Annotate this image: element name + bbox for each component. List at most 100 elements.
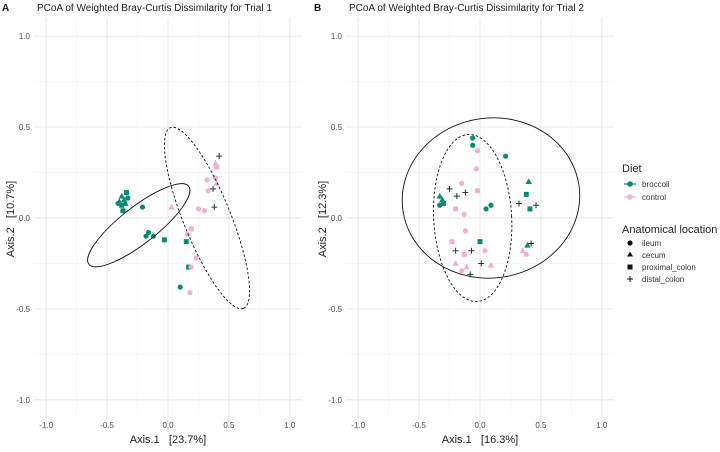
panel-label-b: B xyxy=(314,3,321,14)
chart-2-point-control-circle xyxy=(473,166,479,172)
chart-2-point-control-circle xyxy=(474,148,481,154)
chart-2-plot: -1.0 -0.5 0.0 0.5 1.0 -1.0 -0.5 0.0 0.5 1.0 xyxy=(328,18,614,430)
chart-1-ellipse-broccoli xyxy=(87,183,191,268)
chart-2-point-control-triangle xyxy=(519,247,526,254)
chart-1-point-control-circle xyxy=(204,177,210,183)
chart-2-point-control-square xyxy=(475,188,481,194)
legend-diet-control: control xyxy=(642,193,666,202)
chart-1-point-broccoli-circle xyxy=(125,195,131,201)
chart-1-ylabel: Axis.2 [10.7%] xyxy=(5,181,17,257)
chart-2-xtick-label: 0.5 xyxy=(535,421,547,430)
chart-1-point-control-circle xyxy=(187,289,193,296)
legend-shape-triangle xyxy=(627,251,633,257)
legend-location-cecum: cecum xyxy=(642,251,666,260)
chart-2-point-control-circle xyxy=(459,180,465,187)
chart-2-point-broccoli-triangle xyxy=(524,241,531,248)
chart-1-xtick-label: -1.0 xyxy=(39,421,53,430)
legend-location-distal-colon: distal_colon xyxy=(642,275,684,284)
legend-swatch-control-dot xyxy=(627,194,633,200)
chart-1-point-control-triangle xyxy=(212,160,219,166)
chart-1-point-broccoli-circle xyxy=(143,233,149,239)
chart-1-point-broccoli-square xyxy=(124,190,130,196)
chart-1-point-control-square xyxy=(214,164,220,170)
chart-2-point-broccoli-plus xyxy=(533,202,540,209)
chart-2-point-broccoli-plus xyxy=(515,200,522,207)
chart-1-point-broccoli-triangle xyxy=(118,192,125,199)
chart-1-point-control-circle xyxy=(205,188,211,194)
chart-1-point-control-circle xyxy=(184,231,191,237)
chart-1-point-broccoli-square xyxy=(183,239,189,245)
chart-2-point-control-circle xyxy=(523,251,529,257)
legend-shape-square xyxy=(627,264,633,270)
legend-diet-title: Diet xyxy=(622,163,642,175)
chart-1-point-broccoli-circle xyxy=(115,200,121,207)
legend-diet-broccoli: broccoli xyxy=(642,180,670,189)
chart-1-ytick-label: 1.0 xyxy=(19,32,31,41)
chart-2-point-control-circle xyxy=(461,211,467,217)
chart-2-ytick-label: 1.0 xyxy=(331,32,343,41)
chart-2-point-broccoli-circle xyxy=(470,135,476,141)
chart-2-point-broccoli-plus xyxy=(446,185,453,192)
chart-2-point-broccoli-plus xyxy=(453,193,460,200)
legend-shape-plus xyxy=(627,276,633,282)
chart-2-ellipse-broccoli xyxy=(401,117,581,279)
chart-2-point-broccoli-circle xyxy=(437,202,443,208)
chart-1-point-control-plus xyxy=(211,204,218,211)
chart-1-point-broccoli-circle xyxy=(139,204,146,210)
chart-2-point-broccoli-circle xyxy=(488,202,494,208)
chart-2-point-control-triangle xyxy=(487,261,495,268)
chart-2-xlabel: Axis.1 [16.3%] xyxy=(442,434,518,446)
chart-2-point-broccoli-plus xyxy=(528,240,535,247)
chart-2-point-broccoli-square xyxy=(527,206,533,212)
chart-1-ytick-label: 0.5 xyxy=(19,123,31,132)
chart-2-point-broccoli-circle xyxy=(483,206,489,212)
chart-2-point-control-triangle xyxy=(452,260,459,266)
chart-2-point-broccoli-square xyxy=(477,239,483,245)
chart-1-ytick-label: -1.0 xyxy=(16,396,30,405)
chart-1-point-broccoli-circle xyxy=(177,284,183,290)
panel-label-a: A xyxy=(2,3,9,14)
chart-1-xtick-label: 1.0 xyxy=(284,421,296,430)
chart-2-point-control-plus xyxy=(452,247,459,254)
chart-1-xtick-label: 0.5 xyxy=(223,421,235,430)
chart-2-point-control-square xyxy=(449,239,455,245)
chart-1-ytick-label: 0.0 xyxy=(19,214,31,223)
chart-2-ellipse-control xyxy=(433,134,513,302)
chart-1-point-control-plus xyxy=(216,153,223,160)
chart-1-point-control-circle xyxy=(195,206,202,212)
chart-2-xtick-label: -1.0 xyxy=(351,421,365,430)
chart-2-point-broccoli-square xyxy=(523,191,529,197)
legend-location-title: Anatomical location xyxy=(622,224,717,236)
chart-2-title: PCoA of Weighted Bray-Curtis Dissimilari… xyxy=(349,3,584,14)
chart-2-xtick-label: 1.0 xyxy=(596,421,608,430)
chart-2-point-control-triangle xyxy=(463,263,470,270)
chart-1-point-control-circle xyxy=(201,208,208,214)
legend-shape-circle xyxy=(627,240,633,246)
legend-location-proximal-colon: proximal_colon xyxy=(642,263,696,272)
chart-1-point-control-circle xyxy=(188,264,194,270)
chart-2-point-broccoli-square xyxy=(440,200,446,206)
chart-1-point-control-triangle xyxy=(168,203,175,210)
legend: Diet broccoli control Anatomical locatio… xyxy=(622,163,717,284)
chart-2-point-broccoli-circle xyxy=(502,153,509,159)
chart-2-point-control-plus xyxy=(478,260,485,267)
chart-2-point-control-circle xyxy=(462,228,468,234)
chart-2-point-control-square xyxy=(453,206,459,212)
chart-1-ytick-label: -0.5 xyxy=(16,305,30,314)
chart-1-point-control-square xyxy=(188,226,194,232)
chart-1-xtick-label: -0.5 xyxy=(100,421,114,430)
chart-1-point-control-plus xyxy=(210,185,217,192)
chart-1-plot: -1.0 -0.5 0.0 0.5 1.0 -1.0 -0.5 0.0 0.5 1.0 xyxy=(16,18,302,430)
legend-swatch-broccoli-dot xyxy=(627,181,633,187)
chart-2-point-control-circle xyxy=(459,268,465,274)
chart-2-ytick-label: -1.0 xyxy=(328,396,342,405)
chart-2-point-broccoli-triangle xyxy=(525,178,532,185)
chart-2-point-control-circle xyxy=(482,248,488,254)
chart-1-point-broccoli-square xyxy=(161,237,167,243)
legend-location-ileum: ileum xyxy=(642,239,661,248)
chart-1-point-control-triangle xyxy=(213,180,220,186)
chart-1-ellipse-control xyxy=(163,126,251,310)
chart-1-xlabel: Axis.1 [23.7%] xyxy=(130,434,206,446)
chart-1-title: PCoA of Weighted Bray-Curtis Dissimilari… xyxy=(37,3,272,14)
